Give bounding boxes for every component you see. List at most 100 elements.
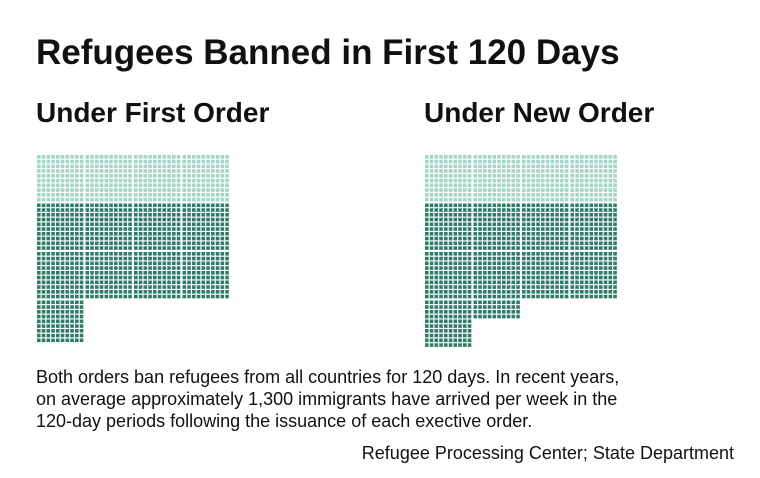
waffle-dot	[215, 178, 220, 183]
waffle-dot	[536, 252, 540, 256]
waffle-dot	[483, 246, 487, 250]
waffle-dot	[458, 208, 462, 212]
waffle-dot	[516, 300, 520, 305]
waffle-dot	[522, 213, 526, 217]
waffle-dot	[79, 232, 84, 236]
waffle-dot	[211, 290, 215, 294]
waffle-dot	[37, 155, 41, 159]
waffle-dot	[531, 266, 536, 270]
waffle-dot	[599, 271, 603, 275]
waffle-dot	[167, 183, 171, 188]
waffle-dot	[162, 174, 167, 178]
waffle-dot	[536, 290, 540, 294]
waffle-dot	[215, 266, 220, 270]
waffle-dot	[497, 155, 501, 159]
waffle-dot	[492, 314, 497, 319]
waffle-dot	[143, 246, 148, 250]
waffle-dot	[123, 159, 128, 164]
waffle-dot	[516, 159, 520, 164]
waffle-dot	[109, 197, 113, 202]
waffle-dot	[511, 213, 516, 217]
waffle-dot	[162, 155, 167, 159]
waffle-dot	[492, 310, 497, 314]
waffle-dot	[114, 222, 118, 227]
waffle-dot	[439, 252, 443, 256]
waffle-dot	[70, 164, 74, 169]
waffle-dot	[560, 174, 564, 178]
waffle-dot	[157, 256, 162, 261]
waffle-dot	[560, 236, 564, 241]
waffle-dot	[439, 188, 443, 192]
waffle-dot	[95, 213, 99, 217]
waffle-dot	[439, 261, 443, 266]
waffle-dot	[128, 193, 132, 197]
waffle-dot	[75, 305, 79, 309]
waffle-dot	[613, 290, 617, 294]
waffle-dot	[157, 252, 162, 256]
waffle-dot	[599, 213, 603, 217]
waffle-dot	[153, 174, 157, 178]
waffle-dot	[109, 280, 113, 285]
waffle-dot	[541, 261, 545, 266]
waffle-dot	[172, 294, 176, 299]
waffle-dot	[483, 203, 487, 208]
waffle-dot	[555, 252, 559, 256]
waffle-dot	[220, 227, 225, 231]
waffle-dot	[463, 280, 467, 285]
waffle-dot	[502, 241, 506, 246]
waffle-dot	[46, 338, 51, 343]
waffle-dot	[550, 208, 555, 212]
waffle-dot	[473, 227, 478, 231]
waffle-dot	[473, 285, 478, 289]
waffle-dot	[104, 174, 109, 178]
waffle-dot	[60, 217, 65, 222]
waffle-dot	[201, 217, 206, 222]
waffle-dot	[425, 324, 429, 328]
waffle-dot	[473, 290, 478, 294]
waffle-dot	[51, 324, 55, 328]
waffle-dot	[429, 280, 434, 285]
waffle-dot	[75, 246, 79, 250]
waffle-dot	[550, 197, 555, 202]
waffle-dot	[444, 266, 448, 270]
waffle-dot	[60, 310, 65, 314]
waffle-dot	[536, 169, 540, 173]
waffle-dot	[95, 174, 99, 178]
waffle-dot	[516, 174, 520, 178]
waffle-dot	[570, 193, 575, 197]
waffle-dot	[75, 236, 79, 241]
waffle-dot	[516, 314, 520, 319]
waffle-dot	[51, 208, 55, 212]
waffle-dot	[608, 227, 613, 231]
waffle-dot	[211, 208, 215, 212]
waffle-dot	[502, 236, 506, 241]
waffle-dot	[545, 208, 550, 212]
waffle-dot	[95, 217, 99, 222]
waffle-dot	[56, 155, 60, 159]
waffle-dot	[589, 203, 594, 208]
waffle-dot	[196, 227, 201, 231]
waffle-dot	[545, 193, 550, 197]
waffle-dot	[187, 174, 191, 178]
waffle-dot	[79, 217, 84, 222]
waffle-dot	[65, 174, 70, 178]
waffle-dot	[167, 174, 171, 178]
waffle-dot	[148, 256, 152, 261]
waffle-dot	[541, 193, 545, 197]
waffle-dot	[584, 232, 589, 236]
waffle-dot	[187, 241, 191, 246]
waffle-dot	[448, 208, 453, 212]
waffle-dot	[70, 300, 74, 305]
waffle-dot	[41, 300, 46, 305]
waffle-dot	[60, 280, 65, 285]
waffle-dot	[37, 222, 41, 227]
waffle-dot	[463, 178, 467, 183]
waffle-dot	[118, 178, 123, 183]
waffle-dot	[560, 159, 564, 164]
waffle-dot	[41, 203, 46, 208]
waffle-dot	[157, 178, 162, 183]
waffle-dot	[589, 169, 594, 173]
waffle-dot	[584, 271, 589, 275]
waffle-dot	[599, 217, 603, 222]
waffle-dot	[172, 222, 176, 227]
